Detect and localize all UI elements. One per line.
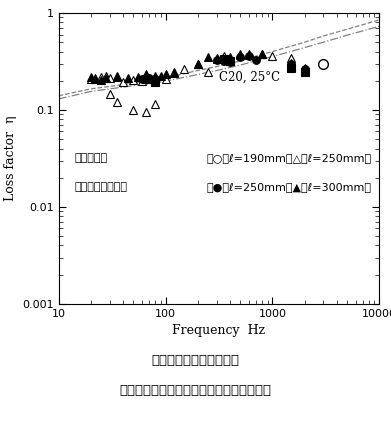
- Text: 中央加振法反共振: 中央加振法反共振: [75, 182, 128, 193]
- Text: （●：ℓ=250mm，▲：ℓ=300mm）: （●：ℓ=250mm，▲：ℓ=300mm）: [206, 182, 371, 193]
- Text: C20, 25°C: C20, 25°C: [219, 70, 280, 83]
- Text: 片持ち桁法: 片持ち桁法: [75, 153, 108, 164]
- Text: 周波数と損失係数の関係: 周波数と損失係数の関係: [151, 354, 240, 367]
- X-axis label: Frequency  Hz: Frequency Hz: [172, 324, 265, 337]
- Text: （○：ℓ=190mm，△：ℓ=250mm）: （○：ℓ=190mm，△：ℓ=250mm）: [206, 153, 371, 164]
- Text: （片持ち梁法と中央加振法反共振の場合）: （片持ち梁法と中央加振法反共振の場合）: [120, 384, 271, 397]
- Y-axis label: Loss factor  η: Loss factor η: [4, 115, 16, 201]
